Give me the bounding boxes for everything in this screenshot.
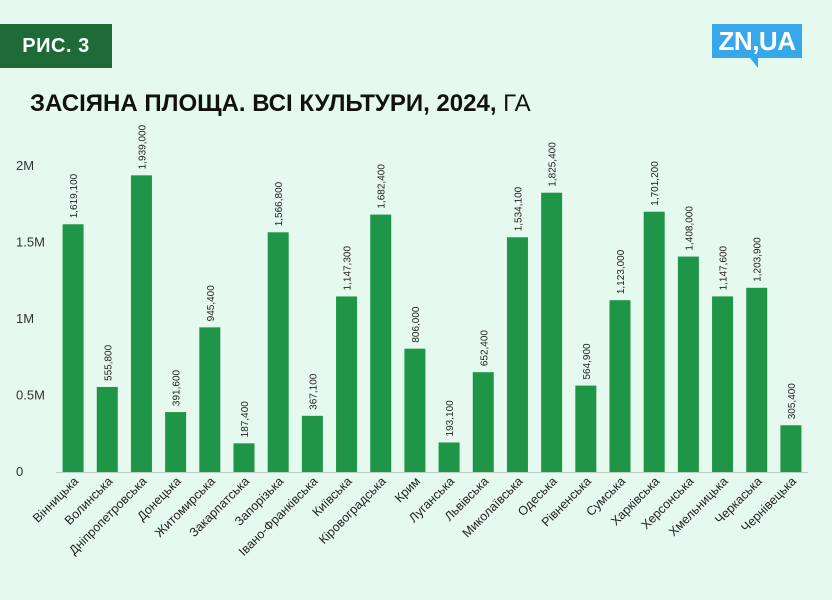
bar-value-label: 1,147,600 (719, 245, 730, 290)
bar-value-label: 391,600 (172, 369, 183, 406)
bar (677, 256, 699, 472)
bar-value-label: 1,701,200 (650, 161, 661, 206)
bar-value-label: 555,800 (103, 344, 114, 381)
bar (199, 327, 221, 472)
bar (267, 232, 289, 472)
bar (472, 372, 494, 472)
bar-value-label: 806,000 (411, 306, 422, 343)
bar-value-label: 652,400 (479, 330, 490, 367)
bar (96, 386, 118, 472)
y-tick-label: 2M (16, 158, 34, 173)
bar (130, 175, 152, 472)
figure-badge: РИС. 3 (0, 24, 112, 68)
logo-speech-tail (750, 58, 758, 68)
bar (746, 287, 768, 472)
bar (780, 425, 802, 472)
bar-value-label: 1,534,100 (513, 186, 524, 231)
bar (609, 300, 631, 472)
bar (62, 224, 84, 472)
chart-title: ЗАСІЯНА ПЛОЩА. ВСІ КУЛЬТУРИ, 2024, ГА (30, 90, 531, 118)
bar-value-label: 1,203,900 (753, 237, 764, 282)
bar-value-label: 1,147,300 (343, 246, 354, 291)
chart-title-unit: ГА (503, 90, 531, 117)
bar (643, 211, 665, 472)
y-tick-label: 1M (16, 311, 34, 326)
logo-text: ZN,UA (712, 24, 802, 58)
bar-value-label: 193,100 (445, 400, 456, 437)
bar (506, 237, 528, 472)
bar-value-label: 1,939,000 (137, 124, 148, 169)
bar (165, 412, 187, 472)
bar-value-label: 367,100 (308, 373, 319, 410)
y-tick-label: 0.5M (16, 388, 45, 403)
bar-value-label: 1,408,000 (684, 206, 695, 251)
bar-value-label: 1,825,400 (548, 142, 559, 187)
bar (404, 348, 426, 472)
bar (301, 415, 323, 472)
bar-value-label: 1,619,100 (69, 173, 80, 218)
bar (438, 442, 460, 472)
bar-value-label: 305,400 (787, 383, 798, 420)
y-tick-label: 1.5M (16, 235, 45, 250)
bar (336, 296, 358, 472)
bar-value-label: 1,123,000 (616, 249, 627, 294)
bar (541, 192, 563, 472)
bar-value-label: 945,400 (206, 285, 217, 322)
bar (575, 385, 597, 472)
bar-value-label: 1,566,800 (274, 181, 285, 226)
bar-value-label: 187,400 (240, 401, 251, 438)
y-tick-label: 0 (16, 464, 23, 479)
chart-title-main: ЗАСІЯНА ПЛОЩА. ВСІ КУЛЬТУРИ, 2024, (30, 90, 497, 117)
bar (370, 214, 392, 472)
zn-ua-logo[interactable]: ZN,UA (712, 24, 802, 68)
bar (712, 296, 734, 472)
bar-value-label: 1,682,400 (377, 164, 388, 209)
x-category-label: Крим (392, 474, 423, 505)
bar (233, 443, 255, 472)
bar-value-label: 564,900 (582, 343, 593, 380)
